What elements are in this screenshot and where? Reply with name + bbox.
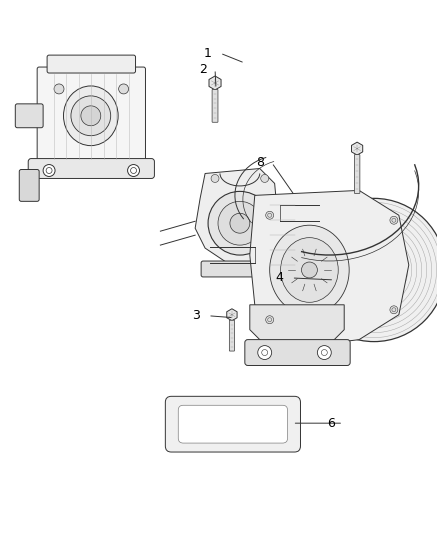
Circle shape [208, 191, 272, 255]
FancyBboxPatch shape [28, 158, 155, 179]
Ellipse shape [270, 225, 349, 315]
Circle shape [81, 106, 101, 126]
FancyBboxPatch shape [19, 169, 39, 201]
Circle shape [303, 198, 438, 342]
Circle shape [54, 84, 64, 94]
FancyBboxPatch shape [245, 340, 350, 366]
Circle shape [390, 216, 398, 224]
Polygon shape [209, 76, 221, 90]
Circle shape [369, 265, 379, 275]
Polygon shape [195, 168, 279, 268]
Circle shape [43, 165, 55, 176]
Text: 3: 3 [192, 309, 200, 322]
Ellipse shape [281, 238, 338, 302]
FancyBboxPatch shape [47, 55, 135, 73]
FancyBboxPatch shape [37, 67, 145, 166]
Circle shape [362, 258, 386, 282]
FancyBboxPatch shape [354, 155, 360, 193]
Circle shape [301, 262, 318, 278]
Circle shape [211, 174, 219, 182]
Text: 1: 1 [204, 46, 212, 60]
Polygon shape [227, 309, 237, 321]
Text: 4: 4 [276, 271, 283, 285]
FancyBboxPatch shape [212, 90, 218, 122]
FancyBboxPatch shape [165, 397, 300, 452]
Circle shape [390, 306, 398, 314]
Circle shape [261, 174, 268, 182]
Circle shape [258, 345, 272, 360]
Polygon shape [352, 142, 363, 155]
Circle shape [127, 165, 140, 176]
FancyBboxPatch shape [230, 320, 234, 351]
Circle shape [230, 213, 250, 233]
Circle shape [71, 96, 111, 136]
Circle shape [318, 345, 331, 360]
Text: 6: 6 [327, 417, 335, 430]
Circle shape [218, 201, 262, 245]
Text: 8: 8 [256, 156, 264, 169]
Polygon shape [250, 305, 344, 345]
Circle shape [266, 316, 274, 324]
FancyBboxPatch shape [15, 104, 43, 128]
Text: 2: 2 [199, 62, 207, 76]
Circle shape [266, 211, 274, 219]
Polygon shape [250, 190, 409, 345]
Ellipse shape [64, 86, 118, 146]
Circle shape [352, 248, 396, 292]
FancyBboxPatch shape [201, 261, 277, 277]
Circle shape [119, 84, 129, 94]
FancyBboxPatch shape [178, 405, 288, 443]
